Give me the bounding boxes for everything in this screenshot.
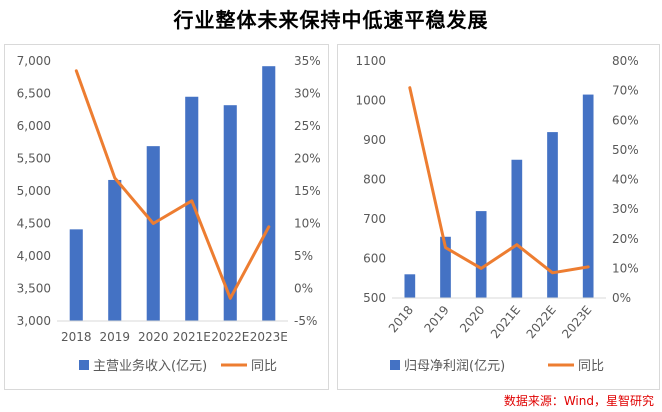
y-tick-label: 3,000 — [17, 314, 51, 328]
y-tick-label: 7,000 — [17, 54, 51, 68]
y-tick-label: 700 — [363, 212, 386, 226]
legend-line-label: 同比 — [251, 359, 277, 374]
bar — [262, 66, 276, 321]
y2-tick-label: 10% — [294, 217, 321, 231]
y2-tick-label: 30% — [294, 87, 321, 101]
y2-tick-label: 10% — [612, 261, 639, 275]
x-tick-label: 2020 — [457, 303, 487, 335]
y-tick-label: 600 — [363, 252, 386, 266]
bar — [146, 146, 160, 321]
y2-tick-label: 20% — [294, 152, 321, 166]
legend-bar-label: 主营业务收入(亿元) — [93, 358, 207, 374]
legend-bar-label: 归母净利润(亿元) — [404, 359, 505, 374]
yoy-growth-line — [74, 69, 271, 300]
x-tick-label: 2019 — [421, 303, 451, 335]
y2-tick-label: 25% — [294, 119, 321, 133]
bar — [511, 159, 523, 298]
y2-tick-label: 0% — [294, 282, 313, 296]
y2-tick-label: 15% — [294, 184, 321, 198]
x-tick-label: 2018 — [386, 303, 416, 335]
x-tick-label: 2023E — [559, 303, 594, 341]
y-tick-label: 5,000 — [17, 184, 51, 198]
bar — [223, 105, 237, 321]
bar — [475, 211, 487, 298]
bar — [108, 179, 122, 321]
revenue-chart-panel: 3,000 3,500 4,000 4,500 5,000 5,500 6,000 6,500… — [4, 44, 329, 390]
data-source-note: 数据来源：Wind，星智研究 — [503, 394, 654, 408]
y2-tick-label: 60% — [612, 113, 639, 127]
bar — [404, 274, 416, 298]
y-tick-label: 3,500 — [17, 282, 51, 296]
y2-tick-label: 35% — [294, 54, 321, 68]
x-tick-label: 2019 — [99, 330, 130, 344]
page-title: 行业整体未来保持中低速平稳发展 — [173, 8, 489, 32]
net-profit-chart: 500 600 700 800 900 1000 1100 0% 10% 20% 30% 40% 50%… — [355, 54, 639, 374]
bar — [440, 236, 451, 298]
y-tick-label: 500 — [363, 291, 386, 305]
y2-tick-label: -5% — [294, 314, 317, 328]
y-tick-label: 900 — [363, 133, 386, 147]
y2-tick-label: 40% — [612, 173, 639, 187]
legend-bar-swatch — [79, 360, 89, 370]
x-tick-label: 2018 — [61, 330, 92, 344]
y2-tick-label: 80% — [612, 54, 639, 68]
profit-chart-panel: 500 600 700 800 900 1000 1100 0% 10% 20% 30% 40% 50%… — [337, 44, 660, 390]
y-tick-label: 6,500 — [17, 87, 51, 101]
y-tick-label: 1100 — [355, 54, 386, 68]
x-tick-label: 2021E — [173, 330, 211, 344]
legend-bar-swatch — [390, 360, 400, 370]
y2-tick-label: 0% — [612, 291, 631, 305]
revenue-chart: 3,000 3,500 4,000 4,500 5,000 5,500 6,000 6,500… — [17, 54, 321, 374]
bar — [547, 132, 558, 298]
legend-line-label: 同比 — [578, 359, 604, 374]
y-tick-label: 800 — [363, 173, 386, 187]
yoy-growth-line — [408, 86, 590, 275]
y2-tick-label: 30% — [612, 202, 639, 216]
y-tick-label: 1000 — [355, 94, 386, 108]
y-tick-label: 6,000 — [17, 119, 51, 133]
x-tick-label: 2021E — [488, 303, 523, 341]
bar — [69, 229, 83, 321]
x-tick-label: 2022E — [211, 330, 249, 344]
y2-tick-label: 50% — [612, 143, 639, 157]
x-tick-label: 2022E — [524, 303, 559, 341]
bar — [185, 96, 199, 321]
x-tick-label: 2020 — [138, 330, 169, 344]
y2-tick-label: 70% — [612, 84, 639, 98]
y2-tick-label: 5% — [294, 249, 313, 263]
y-tick-label: 4,500 — [17, 217, 51, 231]
bar — [582, 94, 594, 298]
y2-tick-label: 20% — [612, 232, 639, 246]
y-tick-label: 4,000 — [17, 249, 51, 263]
x-tick-label: 2023E — [250, 330, 288, 344]
y-tick-label: 5,500 — [17, 152, 51, 166]
